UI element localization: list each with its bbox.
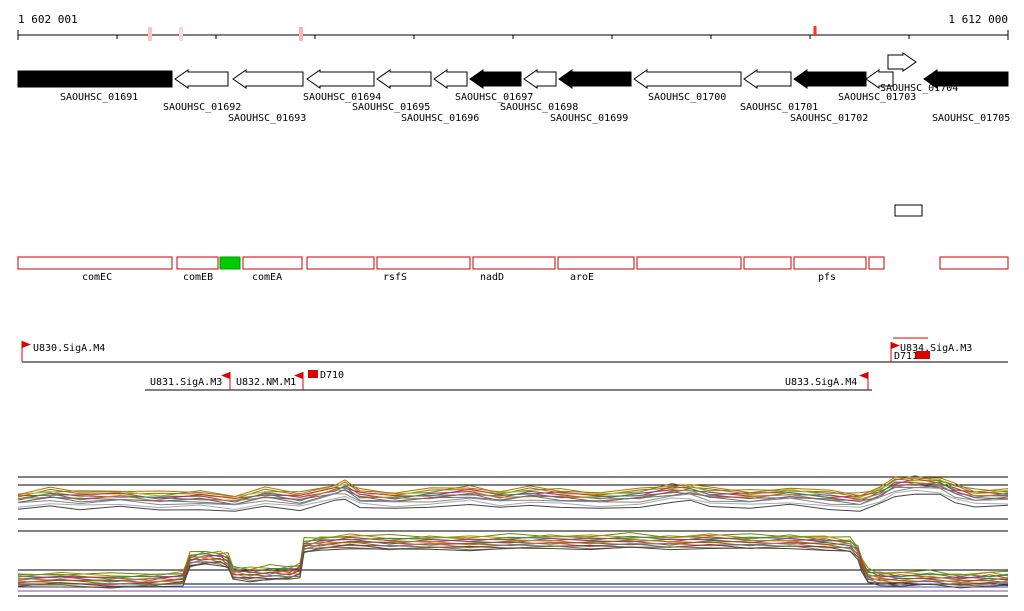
gene-label: SAOUHSC_01703 [838, 92, 916, 103]
coverage-panel-upper-trace [17, 486, 1009, 506]
gene-label: SAOUHSC_01702 [790, 113, 868, 124]
gene-arrow-saouhsc_01700[interactable] [633, 69, 742, 89]
gene-label: SAOUHSC_01701 [740, 102, 818, 113]
tu-label: U831.SigA.M3 [150, 377, 222, 388]
tu-label: U832.NM.M1 [236, 377, 296, 388]
ruler-start-coordinate: 1 602 001 [18, 13, 78, 26]
gene-arrow-saouhsc_01691[interactable] [17, 70, 173, 88]
gene-arrow-saouhsc_01705[interactable] [923, 69, 1009, 89]
ruler-marker [148, 27, 152, 41]
operon-box[interactable] [472, 256, 556, 270]
gene-label: SAOUHSC_01694 [303, 92, 381, 103]
gene-arrow-saouhsc_01704[interactable] [887, 52, 917, 72]
coverage-panel-upper-trace [17, 493, 1009, 512]
operon-box[interactable] [557, 256, 635, 270]
tu-box-label: D711 [894, 351, 918, 362]
tu-flag[interactable] [891, 342, 900, 349]
plus-strand-feature[interactable] [894, 204, 923, 217]
gene-arrow-saouhsc_01701[interactable] [743, 69, 792, 89]
gene-arrow-saouhsc_01692[interactable] [174, 69, 229, 89]
tu-label: U834.SigA.M3 [900, 343, 972, 354]
gene-arrow-saouhsc_01702[interactable] [793, 69, 867, 89]
gene-label: SAOUHSC_01698 [500, 102, 578, 113]
coverage-panel-upper-trace [17, 489, 1009, 511]
operon-box[interactable] [939, 256, 1009, 270]
ruler-marker [299, 27, 303, 41]
operon-label: rsfS [383, 272, 407, 283]
tu-box-label: D710 [320, 370, 344, 381]
tu-flag[interactable] [859, 372, 868, 379]
ruler-marker [179, 27, 183, 41]
coverage-panel-lower-trace [17, 543, 1008, 587]
gene-arrow-saouhsc_01694[interactable] [306, 69, 375, 89]
operon-label: comEC [82, 272, 112, 283]
coverage-panel-upper-trace [17, 476, 1009, 498]
tu-label: U830.SigA.M4 [33, 343, 105, 354]
operon-box[interactable] [376, 256, 471, 270]
tu-flag[interactable] [221, 372, 230, 379]
gene-arrow-saouhsc_01698[interactable] [523, 69, 557, 89]
operon-box[interactable] [793, 256, 867, 270]
gene-label: SAOUHSC_01700 [648, 92, 726, 103]
gene-label: SAOUHSC_01693 [228, 113, 306, 124]
gene-arrow-saouhsc_01693[interactable] [232, 69, 304, 89]
gene-label: SAOUHSC_01696 [401, 113, 479, 124]
operon-label: aroE [570, 272, 594, 283]
coverage-panel-lower-trace [17, 546, 1009, 589]
operon-box[interactable] [868, 256, 885, 270]
operon-box[interactable] [17, 256, 173, 270]
gene-label: SAOUHSC_01704 [880, 83, 958, 94]
gene-label: SAOUHSC_01705 [932, 113, 1010, 124]
gene-arrow-saouhsc_01703[interactable] [865, 69, 894, 89]
operon-box[interactable] [242, 256, 303, 270]
operon-label: nadD [480, 272, 504, 283]
coverage-panel-upper-trace [17, 485, 1009, 506]
green-highlight-box[interactable] [219, 256, 241, 270]
tu-terminator-box[interactable] [308, 370, 318, 378]
ruler-end-coordinate: 1 612 000 [948, 13, 1008, 26]
operon-box[interactable] [636, 256, 742, 270]
ruler-marker [813, 26, 817, 36]
operon-label: comEB [183, 272, 213, 283]
gene-label: SAOUHSC_01695 [352, 102, 430, 113]
operon-box[interactable] [743, 256, 792, 270]
tu-label: U833.SigA.M4 [785, 377, 857, 388]
gene-label: SAOUHSC_01691 [60, 92, 138, 103]
gene-label: SAOUHSC_01692 [163, 102, 241, 113]
tu-flag[interactable] [294, 372, 303, 379]
tu-flag[interactable] [22, 341, 31, 348]
operon-label: comEA [252, 272, 282, 283]
tu-terminator-box[interactable] [916, 351, 930, 359]
gene-arrow-saouhsc_01699[interactable] [558, 69, 632, 89]
operon-box[interactable] [176, 256, 219, 270]
gene-arrow-saouhsc_01696[interactable] [433, 69, 468, 89]
gene-arrow-saouhsc_01697[interactable] [469, 69, 522, 89]
operon-box[interactable] [306, 256, 375, 270]
operon-label: pfs [818, 272, 836, 283]
gene-label: SAOUHSC_01697 [455, 92, 533, 103]
gene-label: SAOUHSC_01699 [550, 113, 628, 124]
gene-arrow-saouhsc_01695[interactable] [376, 69, 432, 89]
